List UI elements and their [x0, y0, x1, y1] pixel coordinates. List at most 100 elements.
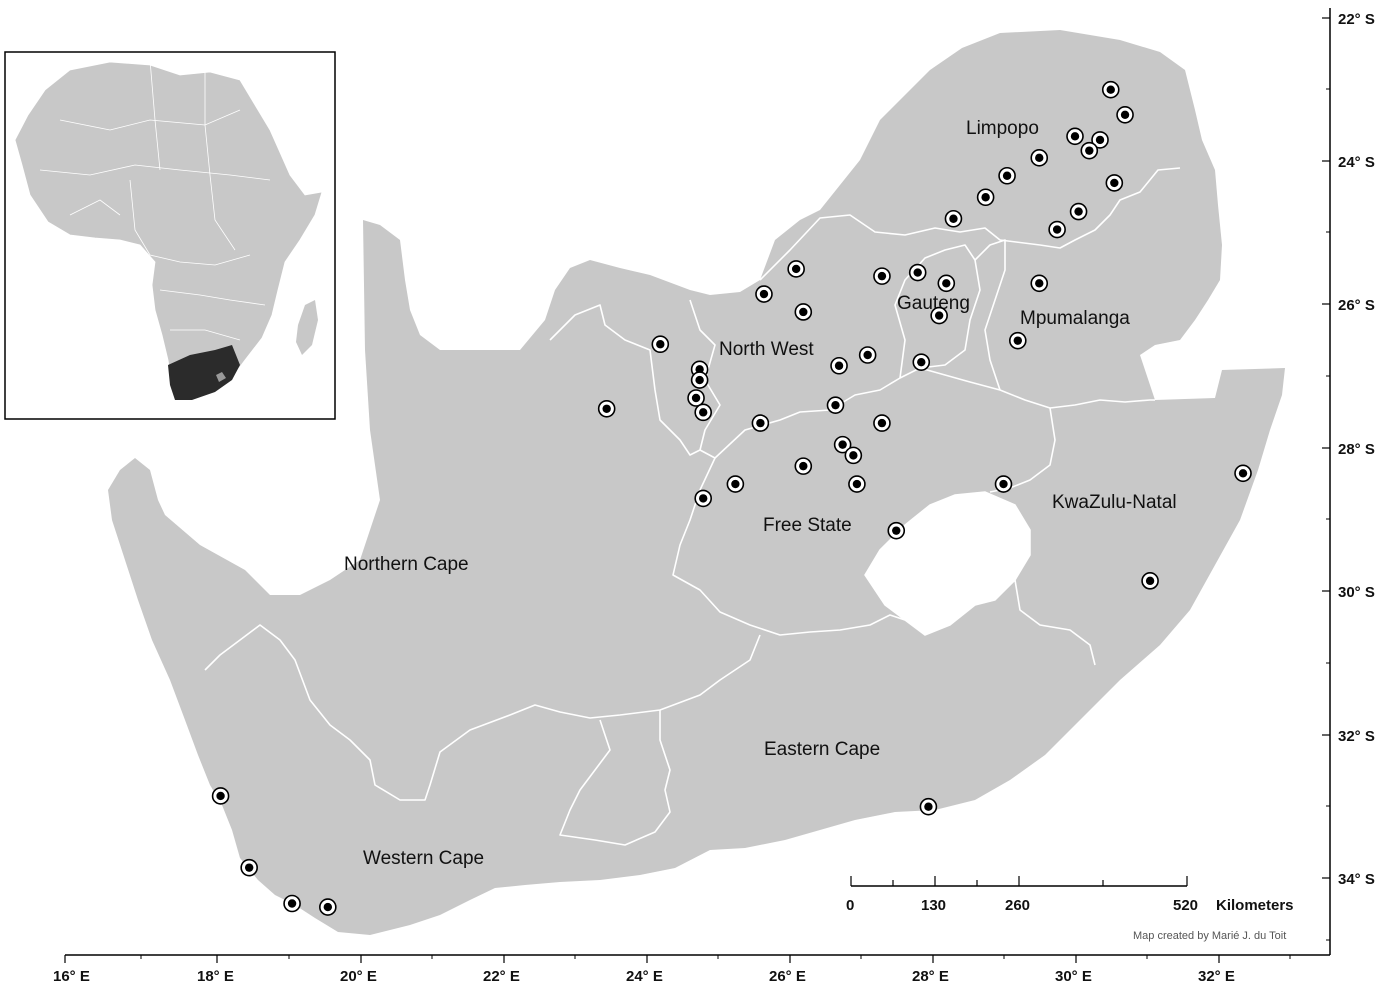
study-site-dot — [924, 802, 933, 811]
study-site-dot — [602, 404, 611, 413]
study-site-marker — [1066, 127, 1084, 146]
study-site-marker — [998, 166, 1016, 185]
study-sites — [211, 80, 1252, 916]
scale-bar: 0 130 260 520 Kilometers — [846, 876, 1294, 914]
study-site-dot — [1145, 576, 1155, 586]
study-site-marker — [755, 285, 773, 303]
study-site-marker — [751, 414, 770, 432]
study-site-dot — [834, 361, 844, 370]
label-mpumalanga: Mpumalanga — [1020, 308, 1130, 329]
study-site-marker — [833, 435, 852, 454]
longitude-axis-minor-ticks — [140, 955, 1291, 959]
border-mpumalanga-west — [974, 239, 1006, 391]
study-site-dot — [1070, 132, 1080, 141]
lon-label-28: 28° E — [912, 968, 949, 985]
scale-label-130: 130 — [921, 897, 946, 914]
inset-border-4 — [149, 59, 161, 171]
study-site-dot — [877, 418, 887, 428]
scale-label-260: 260 — [1005, 897, 1030, 914]
scale-unit-label: Kilometers — [1216, 897, 1294, 914]
inset-border-6 — [159, 289, 266, 306]
study-site-dot — [244, 863, 254, 872]
lon-label-24: 24° E — [626, 968, 663, 985]
study-site-marker — [726, 475, 745, 493]
study-site-marker — [1101, 80, 1120, 99]
study-site-dot — [216, 791, 225, 801]
study-site-dot — [1110, 178, 1119, 188]
study-site-dot — [656, 340, 665, 349]
study-site-marker — [858, 346, 877, 364]
inset-map — [4, 51, 336, 420]
longitude-axis-ticks — [64, 955, 1220, 963]
border-gauteng — [894, 244, 981, 379]
study-site-dot — [863, 350, 872, 360]
study-site-dot — [756, 418, 765, 428]
inset-south-africa-highlight — [168, 345, 240, 400]
label-limpopo: Limpopo — [966, 118, 1039, 139]
inset-border-5 — [204, 72, 236, 251]
inset-border-3 — [129, 179, 251, 266]
longitude-axis: 16° E 18° E 20° E 22° E 24° E 26° E 28° … — [53, 954, 1330, 985]
study-site-marker — [908, 263, 927, 282]
study-site-dot — [1106, 85, 1115, 94]
border-northwest-freestate — [689, 299, 1051, 459]
study-site-dot — [691, 393, 701, 403]
provincial-borders — [204, 167, 1181, 846]
lat-label-28: 28° S — [1338, 441, 1375, 458]
study-site-dot — [942, 279, 951, 288]
inset-border-2 — [39, 164, 271, 181]
lat-label-32: 32° S — [1338, 728, 1375, 745]
label-north-west: North West — [719, 339, 814, 360]
study-site-marker — [976, 188, 995, 207]
study-site-marker — [1080, 141, 1099, 160]
label-kwazulu-natal: KwaZulu-Natal — [1052, 492, 1177, 513]
lat-label-26: 26° S — [1338, 297, 1375, 314]
study-site-dot — [1035, 279, 1044, 288]
border-northerncape-freestate — [672, 457, 906, 636]
label-northern-cape: Northern Cape — [344, 554, 469, 575]
scale-bar-ticks — [850, 876, 1188, 886]
study-site-marker — [826, 396, 845, 414]
label-free-state: Free State — [763, 515, 852, 536]
south-africa-landmass — [108, 30, 1285, 935]
study-site-dot — [1052, 225, 1062, 234]
study-site-dot — [1238, 469, 1248, 478]
study-site-marker — [687, 389, 705, 407]
border-limpopo-south — [759, 167, 1181, 281]
study-site-marker — [240, 858, 258, 877]
study-site-dot — [699, 408, 708, 417]
study-site-marker — [1234, 464, 1252, 483]
label-eastern-cape: Eastern Cape — [764, 739, 880, 760]
study-site-dot — [731, 479, 740, 489]
study-site-dot — [913, 268, 922, 277]
study-site-marker — [944, 209, 963, 228]
study-site-dot — [917, 357, 926, 367]
border-westerncape-easterncape — [559, 710, 671, 846]
study-site-marker — [848, 475, 866, 493]
study-site-dot — [877, 271, 887, 281]
study-site-marker — [994, 475, 1013, 493]
lon-label-22: 22° E — [483, 968, 520, 985]
lon-label-32: 32° E — [1198, 968, 1235, 985]
lon-label-16: 16° E — [53, 968, 90, 985]
inset-border-8 — [69, 199, 121, 216]
study-site-marker — [690, 371, 709, 389]
study-site-marker — [787, 260, 805, 278]
study-site-marker — [283, 894, 301, 913]
study-site-dot — [999, 479, 1008, 489]
study-site-dot — [799, 461, 808, 471]
study-site-dot — [799, 307, 808, 317]
study-site-dot — [1035, 153, 1044, 163]
study-site-dot — [287, 899, 297, 908]
inset-madagascar — [296, 300, 318, 355]
study-site-dot — [892, 526, 901, 535]
study-site-dot — [981, 193, 990, 202]
study-site-dot — [949, 214, 958, 223]
study-site-dot — [1002, 171, 1012, 180]
latitude-axis-ticks — [1322, 17, 1330, 879]
label-gauteng: Gauteng — [897, 293, 970, 314]
study-site-marker — [1008, 331, 1027, 350]
study-site-marker — [919, 797, 938, 816]
study-site-marker — [937, 274, 956, 293]
study-site-marker — [597, 399, 616, 418]
